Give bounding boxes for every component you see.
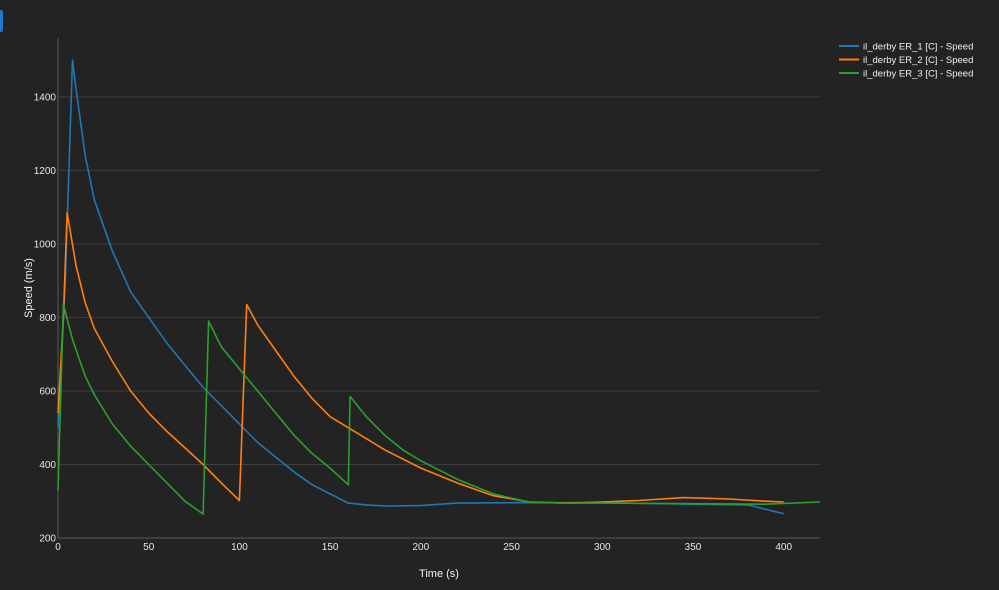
x-tick-labels: 0 50 100 150 200 250 300 350 400 [55, 542, 792, 553]
x-axis-title: Time (s) [419, 568, 459, 580]
legend-item-er1[interactable]: il_derby ER_1 [C] - Speed [839, 42, 973, 53]
y-tick-label: 1200 [34, 166, 57, 177]
x-tick-label: 200 [413, 542, 430, 553]
x-tick-label: 50 [143, 542, 155, 553]
x-tick-label: 400 [775, 542, 792, 553]
x-tick-label: 250 [503, 542, 520, 553]
y-tick-labels: 200 400 600 800 1000 1200 1400 [34, 92, 57, 544]
x-tick-label: 350 [685, 542, 702, 553]
y-tick-label: 600 [39, 386, 56, 397]
x-tick-label: 0 [55, 542, 61, 553]
legend-item-er3[interactable]: il_derby ER_3 [C] - Speed [839, 69, 973, 80]
series-lines [57, 59, 821, 515]
legend-label: il_derby ER_3 [C] - Speed [863, 69, 973, 80]
legend-label: il_derby ER_2 [C] - Speed [863, 55, 973, 66]
y-tick-label: 400 [39, 460, 56, 471]
x-tick-label: 300 [594, 542, 611, 553]
y-tick-label: 200 [39, 534, 56, 545]
legend-label: il_derby ER_1 [C] - Speed [863, 42, 973, 53]
y-tick-label: 1000 [34, 239, 57, 250]
x-tick-label: 150 [322, 542, 339, 553]
corner-tab[interactable] [0, 10, 3, 32]
x-tick-label: 100 [231, 542, 248, 553]
series-line-er2 [57, 211, 784, 504]
legend-item-er2[interactable]: il_derby ER_2 [C] - Speed [839, 55, 973, 66]
y-tick-label: 1400 [34, 92, 57, 103]
series-line-er1 [57, 59, 784, 515]
series-line-er3 [57, 303, 821, 515]
y-gridlines [58, 96, 820, 465]
y-tick-label: 800 [39, 313, 56, 324]
legend: il_derby ER_1 [C] - Speed il_derby ER_2 [… [839, 42, 973, 80]
y-axis-title: Speed (m/s) [23, 258, 35, 318]
